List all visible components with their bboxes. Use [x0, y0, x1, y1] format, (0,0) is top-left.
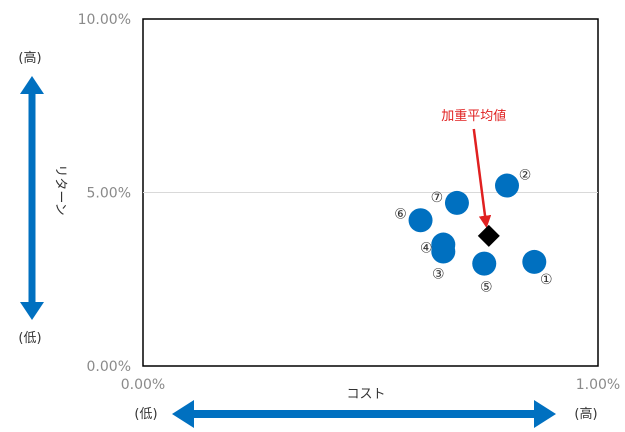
data-point-circle [495, 173, 519, 198]
y-tick-label: 5.00% [87, 186, 131, 202]
data-point-label: ⑤ [480, 280, 493, 296]
y-axis-double-arrow [20, 76, 44, 320]
y-axis-label-background [48, 152, 70, 228]
data-point-label: ① [540, 272, 553, 288]
x-axis-double-arrow [172, 400, 556, 428]
data-points: ① ② ③ ④ ⑤ ⑥ ⑦ [394, 168, 552, 296]
data-point-circle [408, 208, 433, 233]
annotation-arrow [472, 128, 492, 229]
data-point-label: ⑥ [394, 206, 407, 222]
x-tick-label: 1.00% [576, 377, 620, 393]
data-point-circle [472, 251, 497, 276]
data-point-circle [444, 190, 469, 215]
y-axis-title: リターン [53, 164, 68, 215]
data-point-label: ⑦ [431, 190, 444, 206]
y-axis-high-label: (高) [18, 50, 41, 66]
x-axis-high-label: (高) [574, 406, 597, 422]
data-point-circle [431, 232, 456, 257]
x-tick-label: 0.00% [121, 377, 165, 393]
data-point-circle [522, 249, 547, 274]
y-axis-low-label: (低) [18, 331, 41, 346]
data-point-label: ② [519, 168, 532, 184]
weighted-average-diamond [477, 224, 500, 247]
x-axis-title: コスト [346, 387, 385, 402]
y-tick-label: 10.00% [78, 12, 131, 28]
weighted-average-annotation: 加重平均値 [441, 108, 506, 124]
x-axis-low-label: (低) [134, 407, 157, 422]
y-tick-label: 0.00% [87, 359, 131, 375]
data-point-label: ③ [432, 266, 445, 282]
data-point-label: ④ [420, 241, 433, 257]
